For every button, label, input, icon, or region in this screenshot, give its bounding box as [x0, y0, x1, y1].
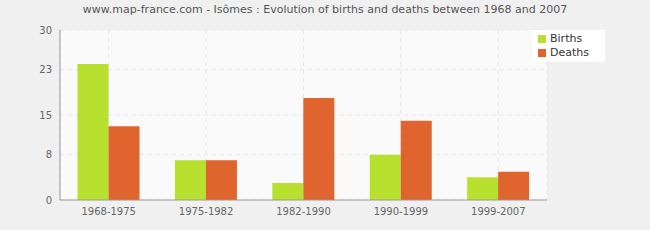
svg-text:1999-2007: 1999-2007 — [471, 206, 526, 217]
html-text:www.map-france.com - Isômes :: www.map-france.com - Isômes : Evolution … — [82, 3, 568, 16]
svg-text:30: 30 — [39, 25, 52, 36]
svg-text:1968-1975: 1968-1975 — [81, 206, 136, 217]
html-text:Births: Births — [550, 32, 583, 45]
svg-text:15: 15 — [39, 110, 52, 121]
svg-text:1990-1999: 1990-1999 — [374, 206, 429, 217]
svg-text:23: 23 — [39, 64, 52, 75]
html-text:Deaths: Deaths — [550, 46, 589, 59]
svg-text:0: 0 — [46, 195, 52, 206]
svg-text:1975-1982: 1975-1982 — [179, 206, 234, 217]
svg-text:8: 8 — [46, 149, 52, 160]
svg-text:1982-1990: 1982-1990 — [276, 206, 331, 217]
